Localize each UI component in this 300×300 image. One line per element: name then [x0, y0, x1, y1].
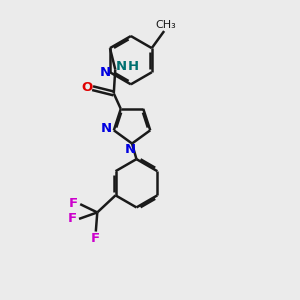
- Text: N: N: [100, 66, 111, 79]
- Text: N: N: [101, 122, 112, 135]
- Text: F: F: [91, 232, 100, 245]
- Text: F: F: [68, 212, 77, 225]
- Text: N: N: [116, 61, 127, 74]
- Text: O: O: [81, 81, 92, 94]
- Text: F: F: [69, 197, 78, 210]
- Text: CH₃: CH₃: [155, 20, 176, 30]
- Text: H: H: [128, 61, 139, 74]
- Text: N: N: [125, 143, 136, 157]
